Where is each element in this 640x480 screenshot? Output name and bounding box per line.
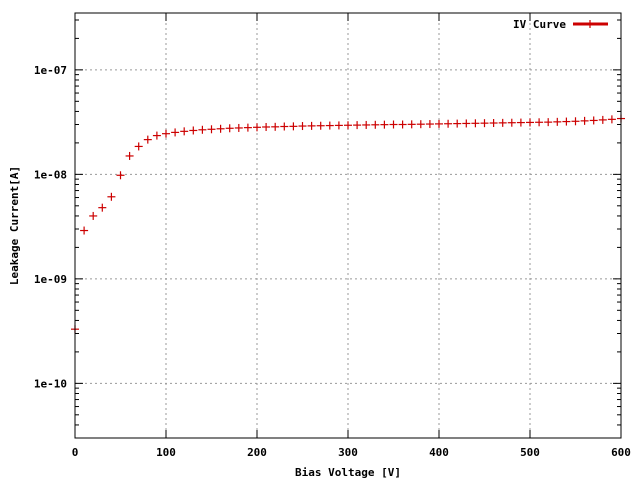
data-point — [171, 128, 180, 137]
data-point — [526, 118, 534, 127]
x-tick-label: 400 — [429, 446, 449, 459]
data-point — [253, 123, 261, 132]
data-point — [334, 121, 343, 130]
data-point — [489, 119, 498, 128]
data-point — [598, 115, 607, 124]
data-point — [89, 211, 98, 220]
data-point — [125, 151, 134, 160]
data-point — [589, 116, 598, 125]
data-point — [453, 119, 462, 128]
data-point — [98, 203, 107, 212]
legend-swatch-marker — [586, 20, 594, 28]
y-tick-label: 1e-09 — [34, 273, 67, 286]
data-point — [216, 124, 225, 133]
data-point — [316, 121, 325, 130]
data-point — [535, 118, 544, 127]
data-point — [152, 131, 161, 140]
data-point — [243, 123, 252, 132]
data-point — [398, 120, 407, 129]
data-point — [471, 119, 480, 128]
x-tick-label: 600 — [611, 446, 631, 459]
data-point — [271, 122, 280, 131]
x-axis-title: Bias Voltage [V] — [295, 466, 401, 479]
data-point — [180, 127, 189, 136]
data-point — [462, 119, 471, 128]
data-point — [207, 125, 216, 134]
data-point — [507, 118, 516, 127]
x-tick-label: 100 — [156, 446, 176, 459]
data-point — [571, 117, 580, 126]
data-point — [353, 121, 362, 130]
data-point — [234, 123, 243, 132]
legend-label-iv-curve: IV Curve — [513, 18, 566, 31]
data-point — [262, 122, 271, 131]
data-point — [325, 121, 334, 130]
y-tick-label: 1e-07 — [34, 64, 67, 77]
data-point — [562, 117, 571, 126]
x-tick-label: 0 — [72, 446, 79, 459]
data-point — [344, 121, 352, 130]
data-point — [380, 120, 389, 129]
data-point — [143, 135, 152, 144]
tick-marks — [74, 13, 622, 438]
grid-lines — [75, 13, 621, 438]
x-tick-label: 300 — [338, 446, 358, 459]
data-point — [371, 120, 380, 129]
data-point — [544, 118, 553, 127]
data-point — [116, 171, 125, 180]
data-point — [107, 192, 116, 201]
data-point — [425, 120, 434, 129]
data-point — [189, 126, 198, 135]
tick-labels: 0 100 200 300 400 500 600 1e-10 1e-09 1e-08 1e-07 — [34, 64, 631, 459]
x-tick-label: 500 — [520, 446, 540, 459]
data-point — [162, 129, 170, 138]
data-point — [298, 122, 307, 131]
data-point — [134, 142, 143, 151]
data-point — [80, 226, 89, 235]
data-point — [289, 122, 298, 131]
y-tick-label: 1e-10 — [34, 377, 67, 390]
legend: IV Curve — [513, 18, 608, 31]
y-axis-title: Leakage Current[A] — [8, 166, 21, 285]
data-point — [407, 120, 416, 129]
data-point — [225, 124, 234, 133]
data-point — [389, 120, 398, 129]
data-point — [362, 120, 371, 129]
data-point — [516, 118, 525, 127]
data-point — [553, 117, 562, 126]
data-point — [198, 125, 207, 134]
data-point — [480, 119, 489, 128]
data-point — [416, 120, 425, 129]
data-point — [444, 119, 453, 128]
data-point — [498, 118, 507, 127]
data-points — [71, 114, 625, 334]
data-point — [607, 115, 616, 124]
data-point — [435, 119, 443, 128]
data-point — [280, 122, 289, 131]
data-point — [580, 116, 589, 125]
data-point — [307, 121, 316, 130]
y-tick-label: 1e-08 — [34, 168, 67, 181]
x-tick-label: 200 — [247, 446, 267, 459]
